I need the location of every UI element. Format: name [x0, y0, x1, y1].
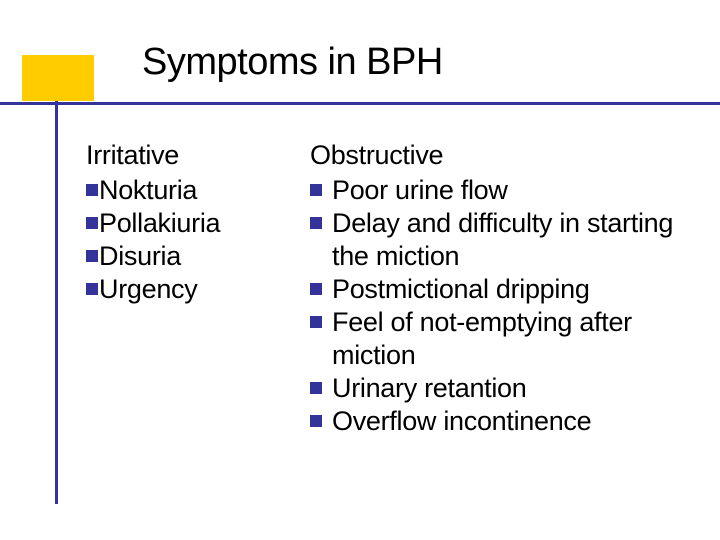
right-item: Poor urine flow — [310, 174, 692, 207]
right-item: Delay and difficulty in starting the mic… — [310, 207, 692, 273]
square-bullet-icon — [86, 283, 98, 295]
header-area: Symptoms in BPH — [0, 38, 720, 126]
accent-box — [22, 55, 94, 101]
content-area: Irritative NokturiaPollakiuriaDisuriaUrg… — [86, 140, 692, 438]
square-bullet-icon — [310, 217, 322, 229]
left-heading: Irritative — [86, 140, 310, 171]
left-item-text: Urgency — [99, 273, 310, 306]
left-item-text: Pollakiuria — [99, 207, 310, 240]
square-bullet-icon — [310, 382, 322, 394]
right-item-text: Urinary retantion — [332, 372, 692, 405]
left-item: Disuria — [86, 240, 310, 273]
square-bullet-icon — [86, 250, 98, 262]
slide: Symptoms in BPH Irritative NokturiaPolla… — [0, 0, 720, 540]
right-item: Postmictional dripping — [310, 273, 692, 306]
left-item: Pollakiuria — [86, 207, 310, 240]
right-item-text: Feel of not-emptying after miction — [332, 306, 692, 372]
vertical-bar — [55, 64, 58, 504]
right-column: Obstructive Poor urine flowDelay and dif… — [310, 140, 692, 438]
right-heading: Obstructive — [310, 140, 692, 171]
left-column: Irritative NokturiaPollakiuriaDisuriaUrg… — [86, 140, 310, 438]
right-item-text: Overflow incontinence — [332, 405, 692, 438]
square-bullet-icon — [310, 415, 322, 427]
right-item-text: Delay and difficulty in starting the mic… — [332, 207, 692, 273]
square-bullet-icon — [86, 217, 98, 229]
slide-title: Symptoms in BPH — [142, 41, 443, 84]
left-item-text: Nokturia — [99, 174, 310, 207]
square-bullet-icon — [86, 184, 98, 196]
square-bullet-icon — [310, 316, 322, 328]
square-bullet-icon — [310, 283, 322, 295]
right-list: Poor urine flowDelay and difficulty in s… — [310, 174, 692, 438]
square-bullet-icon — [310, 184, 322, 196]
right-item: Urinary retantion — [310, 372, 692, 405]
left-item: Urgency — [86, 273, 310, 306]
right-item: Overflow incontinence — [310, 405, 692, 438]
right-item: Feel of not-emptying after miction — [310, 306, 692, 372]
horizontal-bar — [0, 102, 720, 105]
left-item: Nokturia — [86, 174, 310, 207]
right-item-text: Poor urine flow — [332, 174, 692, 207]
left-list: NokturiaPollakiuriaDisuriaUrgency — [86, 174, 310, 306]
right-item-text: Postmictional dripping — [332, 273, 692, 306]
left-item-text: Disuria — [99, 240, 310, 273]
